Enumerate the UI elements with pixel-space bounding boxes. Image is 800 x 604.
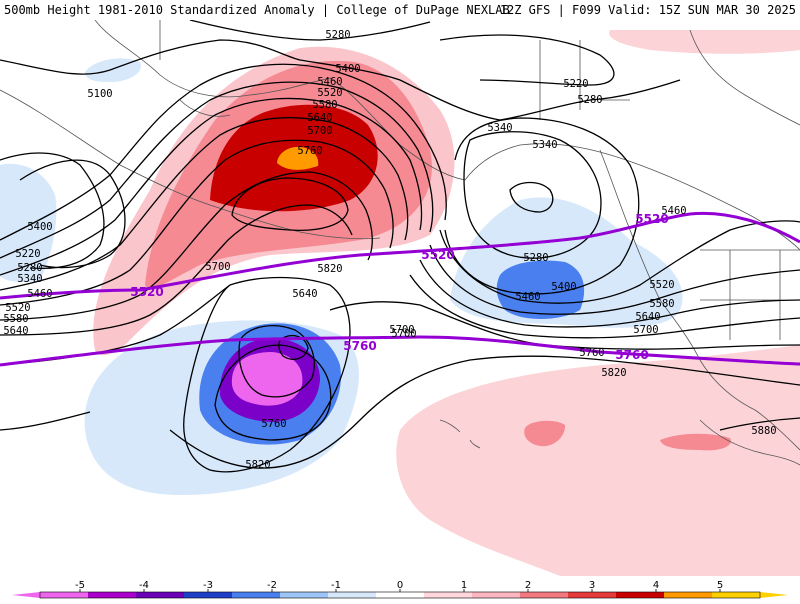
contour-label: 5520: [317, 87, 342, 99]
colorbar-tick-label: 2: [525, 580, 531, 591]
colorbar-segment: [376, 592, 425, 598]
highlight-labels: 5520 5520 5760 5760 5520: [130, 212, 668, 362]
colorbar-segment: [520, 592, 569, 598]
colorbar-segment: [472, 592, 521, 598]
contour-label: 5700: [205, 261, 230, 273]
colorbar-tick-label: 1: [461, 580, 467, 591]
contour-label: 5520: [5, 302, 30, 314]
colorbar-tick-label: -4: [139, 580, 149, 591]
colorbar-tick-label: -5: [75, 580, 85, 591]
contour-label: 5700: [389, 324, 414, 336]
colorbar-outline: [39, 591, 761, 599]
contour-label: 5340: [532, 139, 557, 151]
colorbar-segment: [88, 592, 137, 598]
contour-label: 5640: [307, 112, 332, 124]
colorbar-segment: [136, 592, 185, 598]
contour-label: 5280: [325, 29, 350, 41]
colorbar-segment: [712, 592, 761, 598]
colorbar-svg: -5 -4 -3 -2 -1 0 1 2 3 4 5: [12, 580, 788, 599]
highlight-label: 5520: [421, 248, 454, 262]
highlight-label: 5760: [615, 348, 648, 362]
contour-label: 5640: [292, 288, 317, 300]
contour-label: 5400: [27, 221, 52, 233]
highlight-contours: [0, 211, 800, 367]
colorbar-tick-label: -1: [331, 580, 341, 591]
positive-anomaly-4: [277, 146, 319, 170]
contour-label: 5280: [17, 262, 42, 274]
highlight-label: 5760: [343, 339, 376, 353]
colorbar-tick-label: 3: [589, 580, 595, 591]
contour-label: 5100: [87, 88, 112, 100]
contour-label: 5400: [551, 281, 576, 293]
anomaly-shading: [0, 30, 800, 576]
negative-anomaly-4: [231, 352, 303, 406]
colorbar-segment: [328, 592, 377, 598]
contour-label: 5820: [317, 263, 342, 275]
contour-label: 5220: [15, 248, 40, 260]
contour-label: 5760: [579, 347, 604, 359]
contour-label: 5580: [649, 298, 674, 310]
anomaly-map: 5280 5400 5460 5520 5580 5640 5700 5760 …: [0, 20, 800, 576]
contour-label: 5280: [523, 252, 548, 264]
contour-label: 5820: [245, 459, 270, 471]
contour-label: 5640: [3, 325, 28, 337]
contour-label: 5460: [515, 291, 540, 303]
colorbar-tick-label: -2: [267, 580, 277, 591]
contour-label: 5280: [577, 94, 602, 106]
highlight-label: 5520: [635, 212, 668, 226]
contour-label: 5820: [601, 367, 626, 379]
contour-label: 5340: [487, 122, 512, 134]
contour-label: 5580: [312, 99, 337, 111]
colorbar-segment: [40, 592, 89, 598]
contour-label: 5460: [317, 76, 342, 88]
contour-label: 5460: [27, 288, 52, 300]
colorbar-segment: [664, 592, 713, 598]
positive-anomaly-8: [660, 433, 731, 451]
contour-label: 5400: [335, 63, 360, 75]
contour-label: 5700: [307, 125, 332, 137]
anomaly-colorbar: -5 -4 -3 -2 -1 0 1 2 3 4 5: [0, 576, 800, 600]
contour-label: 5460: [661, 205, 686, 217]
negative-anomaly-8: [0, 163, 57, 283]
contour-label: 5580: [3, 313, 28, 325]
positive-anomaly-5: [396, 345, 800, 576]
contour-label: 5640: [635, 311, 660, 323]
colorbar-segment: [232, 592, 281, 598]
contour-label: 5760: [297, 145, 322, 157]
colorbar-tick-label: 0: [397, 580, 403, 591]
map-title: 500mb Height 1981-2010 Standardized Anom…: [4, 3, 510, 17]
contour-label: 5220: [563, 78, 588, 90]
colorbar-min-arrow: [12, 592, 40, 598]
contour-label: 5520: [649, 279, 674, 291]
colorbar-segment: [424, 592, 473, 598]
contour-label: 5880: [751, 425, 776, 437]
contour-label: 5700: [391, 328, 416, 340]
contour-labels: 5280 5400 5460 5520 5580 5640 5700 5760 …: [3, 29, 776, 471]
colorbar-tick-label: 4: [653, 580, 659, 591]
colorbar-segment: [280, 592, 329, 598]
model-run-valid-time: 12Z GFS | F099 Valid: 15Z SUN MAR 30 202…: [499, 3, 796, 17]
contour-label: 5340: [17, 273, 42, 285]
colorbar-tick-label: -3: [203, 580, 213, 591]
colorbar-max-arrow: [760, 592, 788, 598]
map-header: 500mb Height 1981-2010 Standardized Anom…: [0, 0, 800, 20]
positive-anomaly-6: [609, 30, 800, 54]
contour-label: 5700: [633, 324, 658, 336]
colorbar-segment: [184, 592, 233, 598]
coastlines: [0, 20, 800, 466]
colorbar-segment: [568, 592, 617, 598]
colorbar-tick-label: 5: [717, 580, 723, 591]
highlight-label: 5520: [130, 285, 163, 299]
positive-anomaly-7: [524, 420, 566, 447]
colorbar-segment: [616, 592, 665, 598]
negative-anomaly-6: [496, 260, 585, 319]
contour-label: 5760: [261, 418, 286, 430]
